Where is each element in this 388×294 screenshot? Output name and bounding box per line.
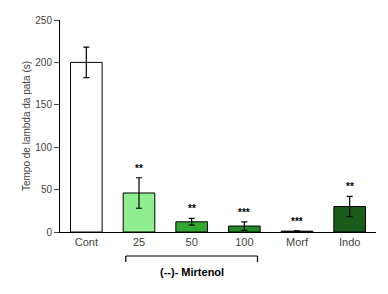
svg-text:Cont: Cont (75, 236, 98, 248)
svg-text:100: 100 (35, 142, 52, 153)
svg-text:50: 50 (186, 236, 198, 248)
svg-text:***: *** (291, 216, 303, 227)
svg-text:**: ** (346, 181, 354, 192)
svg-text:Indo: Indo (339, 236, 360, 248)
svg-text:150: 150 (35, 99, 52, 110)
svg-text:100: 100 (235, 236, 253, 248)
svg-text:Tempo de lambda da pata (s): Tempo de lambda da pata (s) (21, 61, 32, 191)
svg-text:250: 250 (35, 15, 52, 26)
svg-text:(--)- Mirtenol: (--)- Mirtenol (160, 266, 224, 278)
svg-text:0: 0 (46, 227, 52, 238)
svg-text:**: ** (135, 163, 143, 174)
svg-text:***: *** (238, 207, 250, 218)
svg-text:25: 25 (133, 236, 145, 248)
svg-text:**: ** (188, 203, 196, 214)
svg-text:Morf: Morf (286, 236, 309, 248)
svg-text:50: 50 (41, 184, 53, 195)
svg-text:200: 200 (35, 57, 52, 68)
